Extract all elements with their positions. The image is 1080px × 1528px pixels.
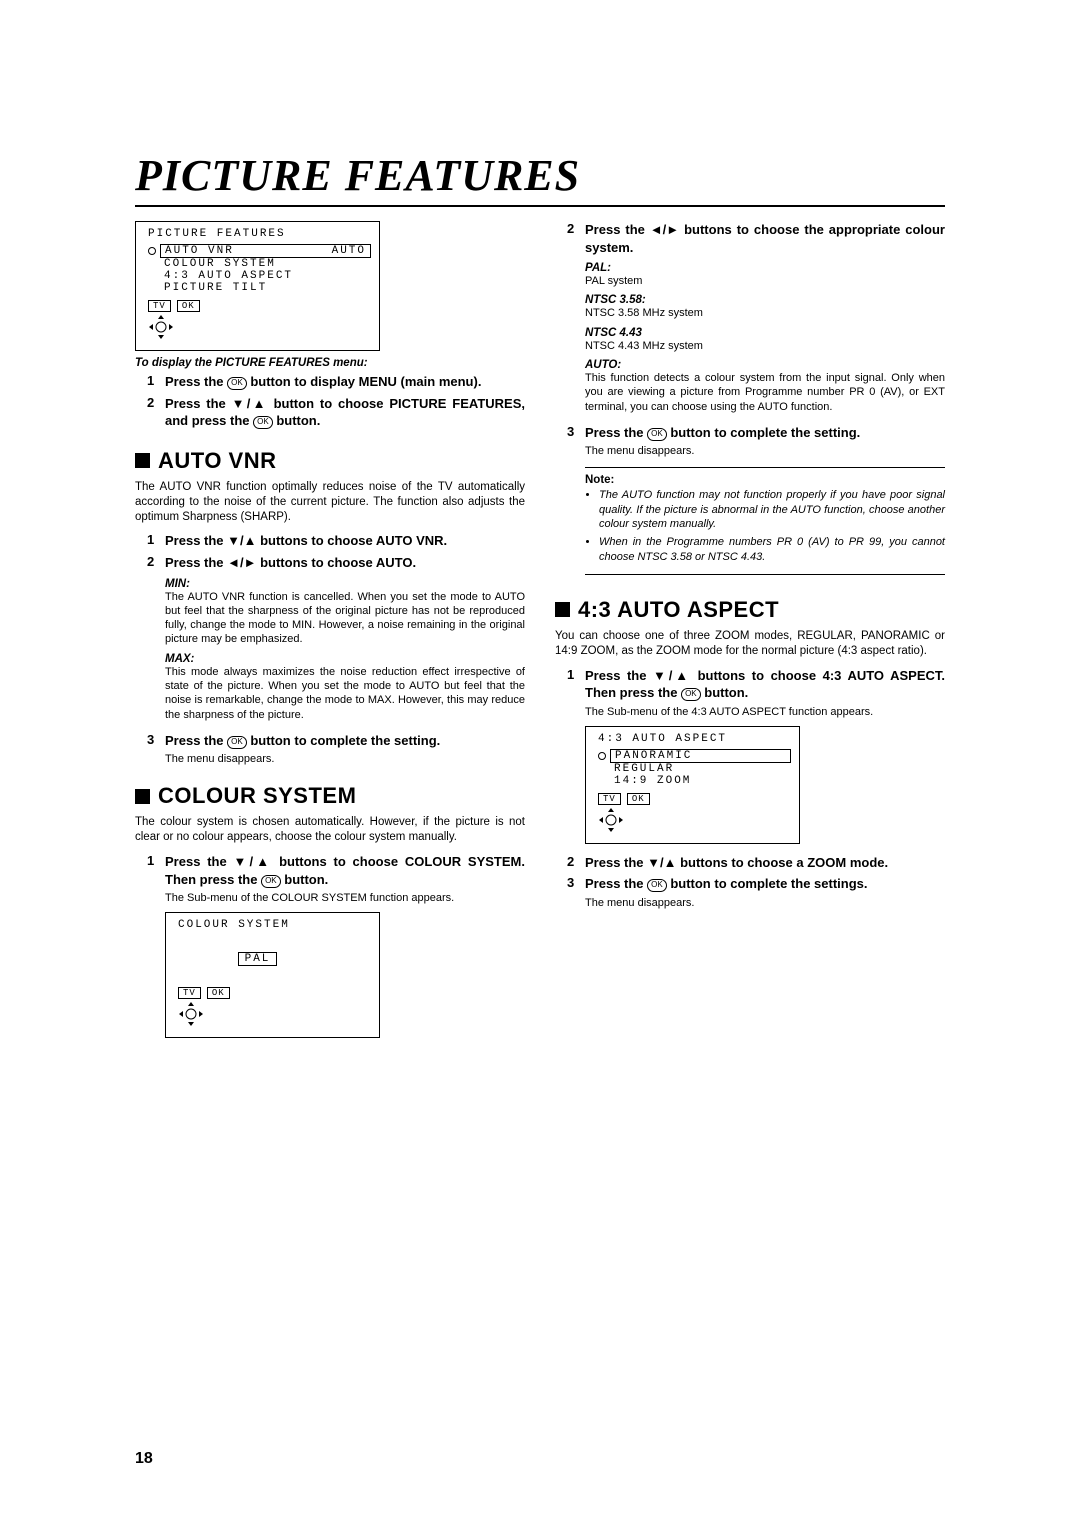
sub-label: NTSC 4.43	[585, 327, 945, 339]
step-text: Press the ▼/▲ buttons to choose COLOUR S…	[165, 853, 525, 888]
step-text: Press the OK button to complete the sett…	[585, 875, 945, 893]
osd-sel-label: AUTO VNR	[165, 245, 234, 257]
osd-ok-button: OK	[627, 793, 650, 805]
osd-selected-row: AUTO VNR AUTO	[160, 244, 371, 258]
section-colour-system: COLOUR SYSTEM	[135, 783, 525, 809]
auto-vnr-steps: 1Press the ▼/▲ buttons to choose AUTO VN…	[147, 532, 525, 571]
step-text: Press the ▼/▲ buttons to choose 4:3 AUTO…	[585, 667, 945, 702]
section-auto-aspect: 4:3 AUTO ASPECT	[555, 597, 945, 623]
sub-text: NTSC 4.43 MHz system	[585, 339, 945, 353]
osd-row: PICTURE TILT	[160, 282, 271, 294]
dpad-icon	[178, 1001, 204, 1027]
ok-icon: OK	[647, 879, 667, 892]
osd-row: REGULAR	[610, 763, 678, 775]
result-text: The Sub-menu of the 4:3 AUTO ASPECT func…	[585, 706, 945, 718]
sub-label: MIN:	[165, 578, 525, 590]
osd-tv-button: TV	[178, 987, 201, 999]
osd-selected-row: PANORAMIC	[610, 749, 791, 763]
note-label: Note:	[585, 474, 945, 486]
sub-label: MAX:	[165, 653, 525, 665]
step-text: Press the OK button to complete the sett…	[585, 424, 945, 442]
sub-label: AUTO:	[585, 359, 945, 371]
aspect-steps: 1Press the ▼/▲ buttons to choose 4:3 AUT…	[567, 667, 945, 702]
ok-icon: OK	[647, 428, 667, 441]
osd-auto-aspect: 4:3 AUTO ASPECT PANORAMIC REGULAR 14:9 Z…	[585, 726, 800, 844]
notes-list: The AUTO function may not function prope…	[599, 488, 945, 563]
colour-steps: 1Press the ▼/▲ buttons to choose COLOUR …	[147, 853, 525, 888]
divider	[585, 574, 945, 575]
osd-colour-system: COLOUR SYSTEM PAL TV OK	[165, 912, 380, 1038]
osd-sel-value: AUTO	[332, 245, 366, 257]
result-text: The menu disappears.	[165, 753, 525, 765]
osd-tv-button: TV	[598, 793, 621, 805]
osd-header: 4:3 AUTO ASPECT	[594, 733, 791, 745]
osd-row: 14:9 ZOOM	[610, 775, 695, 787]
aspect-step2-3: 2Press the ▼/▲ buttons to choose a ZOOM …	[567, 854, 945, 893]
left-column: PICTURE FEATURES AUTO VNR AUTO COLOUR SY…	[135, 221, 525, 1048]
ok-icon: OK	[227, 377, 247, 390]
dpad-icon	[148, 314, 174, 340]
bullet-icon	[598, 752, 606, 760]
step-text: Press the OK button to display MENU (mai…	[165, 373, 525, 391]
sub-text: NTSC 3.58 MHz system	[585, 306, 945, 320]
step-text: Press the ▼/▲ buttons to choose a ZOOM m…	[585, 854, 945, 872]
note-item: The AUTO function may not function prope…	[599, 488, 945, 531]
osd-ok-button: OK	[177, 300, 200, 312]
step-text: Press the ◄/► buttons to choose the appr…	[585, 221, 945, 256]
sub-text: This mode always maximizes the noise red…	[165, 665, 525, 722]
ok-icon: OK	[253, 416, 273, 429]
section-intro: The AUTO VNR function optimally reduces …	[135, 480, 525, 525]
ok-icon: OK	[261, 875, 281, 888]
page-title: PICTURE FEATURES	[135, 150, 945, 207]
result-text: The menu disappears.	[585, 897, 945, 909]
sub-text: This function detects a colour system fr…	[585, 371, 945, 414]
page-number: 18	[135, 1450, 153, 1468]
right-column: 2Press the ◄/► buttons to choose the app…	[555, 221, 945, 1048]
colour-step2: 2Press the ◄/► buttons to choose the app…	[567, 221, 945, 256]
result-text: The Sub-menu of the COLOUR SYSTEM functi…	[165, 892, 525, 904]
colour-step3: 3Press the OK button to complete the set…	[567, 424, 945, 442]
osd-row: COLOUR SYSTEM	[160, 258, 280, 270]
section-intro: The colour system is chosen automaticall…	[135, 815, 525, 845]
section-intro: You can choose one of three ZOOM modes, …	[555, 629, 945, 659]
divider	[585, 467, 945, 468]
step-text: Press the ▼/▲ buttons to choose AUTO VNR…	[165, 532, 525, 550]
osd-header: COLOUR SYSTEM	[174, 919, 371, 931]
osd-ok-button: OK	[207, 987, 230, 999]
result-text: The menu disappears.	[585, 445, 945, 457]
step-text: Press the OK button to complete the sett…	[165, 732, 525, 750]
note-item: When in the Programme numbers PR 0 (AV) …	[599, 535, 945, 564]
osd-tv-button: TV	[148, 300, 171, 312]
osd-picture-features: PICTURE FEATURES AUTO VNR AUTO COLOUR SY…	[135, 221, 380, 351]
sub-text: The AUTO VNR function is cancelled. When…	[165, 590, 525, 647]
ok-icon: OK	[681, 688, 701, 701]
sub-label: NTSC 3.58:	[585, 294, 945, 306]
step-text: Press the ◄/► buttons to choose AUTO.	[165, 554, 525, 572]
osd-value: PAL	[238, 952, 278, 966]
dpad-icon	[598, 807, 624, 833]
content-columns: PICTURE FEATURES AUTO VNR AUTO COLOUR SY…	[135, 221, 945, 1048]
auto-vnr-step3: 3Press the OK button to complete the set…	[147, 732, 525, 750]
osd-row: 4:3 AUTO ASPECT	[160, 270, 297, 282]
step-text: Press the ▼/▲ button to choose PICTURE F…	[165, 395, 525, 430]
sub-label: PAL:	[585, 262, 945, 274]
osd-header: PICTURE FEATURES	[144, 228, 371, 240]
intro-steps: 1Press the OK button to display MENU (ma…	[147, 373, 525, 430]
sub-text: PAL system	[585, 274, 945, 288]
ok-icon: OK	[227, 736, 247, 749]
caption: To display the PICTURE FEATURES menu:	[135, 357, 525, 369]
section-auto-vnr: AUTO VNR	[135, 448, 525, 474]
bullet-icon	[148, 247, 156, 255]
